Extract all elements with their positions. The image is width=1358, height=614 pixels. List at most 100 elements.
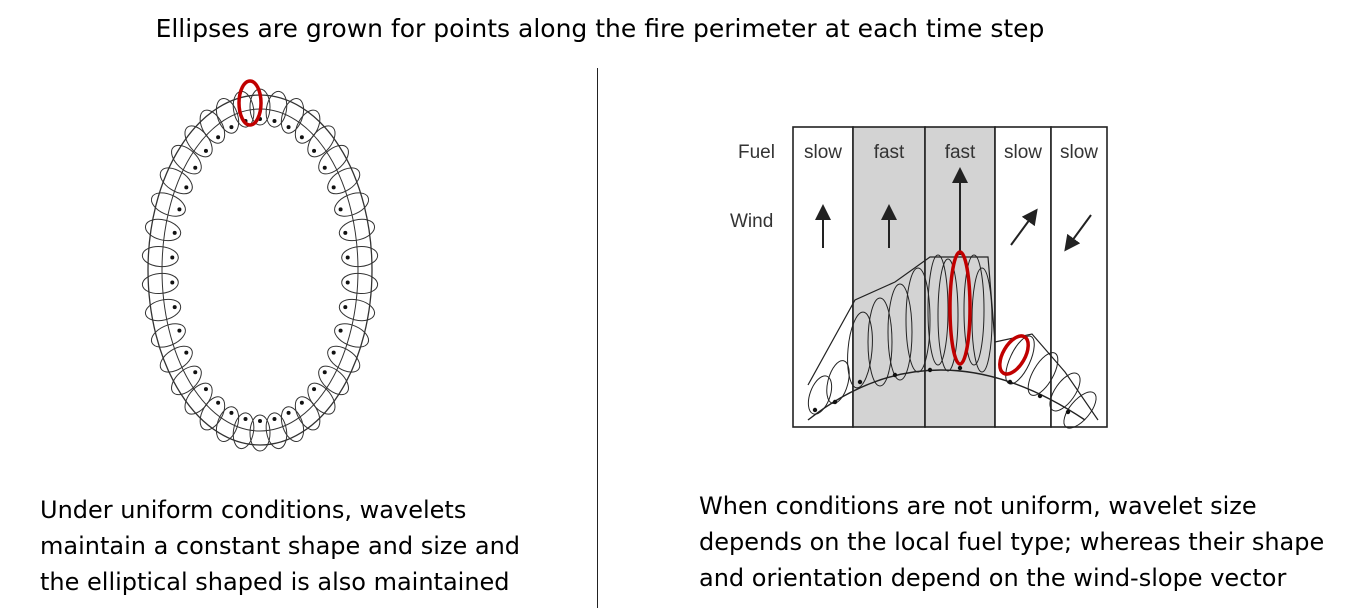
- perimeter-point: [832, 399, 838, 405]
- perimeter-point: [193, 370, 198, 375]
- perimeter-point: [193, 165, 198, 170]
- perimeter-point: [1007, 379, 1013, 385]
- highlighted-wavelet-fast: [948, 250, 972, 366]
- fuel-column: [994, 126, 1052, 428]
- perimeter-point: [243, 416, 248, 421]
- wavelet-ellipse: [199, 109, 226, 144]
- perimeter-point: [172, 305, 177, 310]
- right-caption: When conditions are not uniform, wavelet…: [699, 488, 1349, 596]
- perimeter-point: [229, 125, 234, 130]
- wind-arrow: [1064, 214, 1092, 252]
- fuel-label: slow: [1060, 142, 1098, 163]
- wavelet-ellipse: [280, 406, 305, 442]
- wavelet-ellipse: [327, 167, 361, 195]
- wavelet-ellipse: [150, 192, 186, 217]
- wind-row-label: Wind: [730, 211, 773, 232]
- perimeter-point: [345, 255, 350, 260]
- perimeter-point: [272, 119, 277, 124]
- highlighted-wavelet: [237, 79, 263, 127]
- wind-arrow: [1010, 208, 1038, 246]
- perimeter-point: [331, 185, 336, 190]
- wavelet-ellipse: [338, 298, 376, 322]
- perimeter-point: [172, 230, 177, 235]
- right-caption-line: When conditions are not uniform, wavelet…: [699, 492, 1257, 520]
- perimeter-point: [312, 148, 317, 153]
- wavelet-ellipse: [927, 254, 949, 366]
- wavelet-ellipse: [144, 218, 182, 242]
- perimeter-point: [177, 207, 182, 212]
- perimeter-point: [229, 410, 234, 415]
- wavelet-ellipse: [159, 345, 193, 373]
- wavelet-ring: [141, 79, 379, 452]
- wavelet-ellipse: [171, 365, 202, 396]
- fuel-label: slow: [1004, 142, 1042, 163]
- perimeter-point: [331, 350, 336, 355]
- wavelet-ellipse: [334, 323, 370, 348]
- wavelet-ellipse: [159, 167, 193, 195]
- perimeter-point: [184, 185, 189, 190]
- uniform-wavelet-diagram: [141, 79, 379, 452]
- wind-arrows: [815, 167, 1092, 255]
- wavelet-ellipse: [171, 144, 202, 175]
- wavelet-ellipse: [232, 412, 255, 450]
- wavelet-ellipse: [141, 272, 179, 295]
- outer-perimeter: [147, 94, 373, 446]
- left-caption-line: the elliptical shaped is also maintained: [40, 568, 510, 596]
- wavelet-ellipse: [215, 406, 240, 442]
- perimeter-point: [857, 379, 863, 385]
- perimeter-point: [338, 328, 343, 333]
- wavelet-ellipse: [338, 218, 376, 242]
- wavelet-ellipse: [341, 272, 379, 295]
- perimeter-point: [170, 255, 175, 260]
- wavelet-ellipse: [144, 298, 182, 322]
- highlighted-wavelet-slow: [998, 334, 1030, 376]
- wavelet-ellipse: [280, 98, 305, 134]
- perimeter-point: [170, 280, 175, 285]
- perimeter-point: [812, 407, 818, 413]
- perimeter-point: [299, 400, 304, 405]
- wavelet-ellipse: [1027, 352, 1059, 396]
- perimeter-point: [1065, 409, 1071, 415]
- perimeter-point: [177, 328, 182, 333]
- wavelet-ellipse: [150, 323, 186, 348]
- perimeter-point: [286, 125, 291, 130]
- fuel-labels: slow fast fast slow slow: [804, 142, 1098, 163]
- perimeter-point: [892, 372, 898, 378]
- right-caption-line: and orientation depend on the wind-slope…: [699, 564, 1287, 592]
- wavelet-ellipse: [294, 396, 321, 431]
- perimeter-point: [203, 148, 208, 153]
- wavelet-ellipse: [963, 254, 985, 366]
- fuel-label: fast: [945, 142, 976, 163]
- perimeter-point: [957, 365, 963, 371]
- fuel-label: slow: [804, 142, 842, 163]
- perimeter-point: [312, 387, 317, 392]
- wavelet-ellipse: [1049, 372, 1081, 412]
- wavelet-ellipse: [265, 90, 288, 128]
- perimeter-point: [272, 416, 277, 421]
- wavelet-ellipse: [249, 414, 271, 452]
- wavelet-ellipse: [807, 375, 833, 415]
- fuel-column: [1050, 126, 1108, 428]
- page-title: Ellipses are grown for points along the …: [155, 14, 1045, 43]
- perimeter-point: [343, 305, 348, 310]
- fire-perimeter: [807, 250, 1099, 429]
- wavelet-ellipse: [847, 311, 873, 389]
- fuel-row-label: Fuel: [738, 142, 775, 163]
- wavelet-ellipse: [1063, 391, 1097, 429]
- wavelet-ellipse: [887, 283, 913, 381]
- fuel-column: [792, 126, 854, 428]
- left-caption-line: Under uniform conditions, wavelets: [40, 496, 467, 524]
- wavelet-ellipse: [318, 365, 349, 396]
- wavelet-ellipse: [307, 125, 336, 158]
- perimeter-point: [216, 135, 221, 140]
- inner-perimeter: [161, 108, 359, 432]
- wavelet-ellipse: [294, 109, 321, 144]
- wavelet-ellipse: [215, 98, 240, 134]
- perimeter-point: [216, 400, 221, 405]
- wavelet-ellipse: [937, 258, 959, 372]
- wavelet-ellipse: [141, 245, 179, 268]
- perimeter-point: [322, 370, 327, 375]
- perimeter-point: [258, 419, 262, 423]
- wavelet-ellipse: [327, 345, 361, 373]
- fuel-label: fast: [874, 142, 905, 163]
